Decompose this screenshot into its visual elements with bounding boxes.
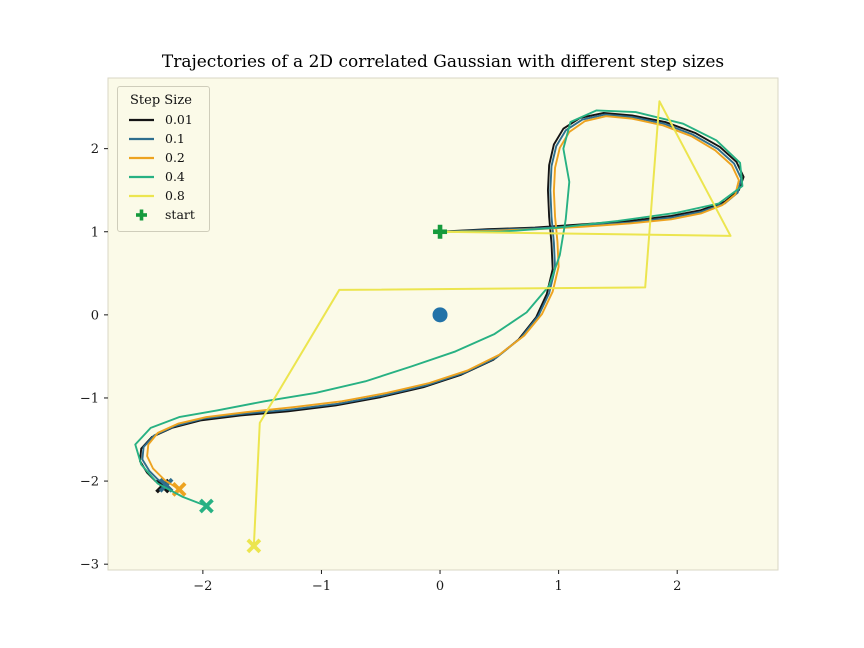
line-swatch-icon xyxy=(129,194,154,197)
legend-label: 0.01 xyxy=(165,112,193,127)
end-x-marker-0.8 xyxy=(246,538,262,554)
legend-label: 0.1 xyxy=(165,131,185,146)
line-swatch-icon xyxy=(129,156,154,159)
y-tick-label: 1 xyxy=(91,225,99,240)
trajectory-line-0.4 xyxy=(134,109,744,507)
y-tick-label: 2 xyxy=(91,142,99,157)
legend-entry-0.8: 0.8 xyxy=(128,186,195,205)
y-tick-label: −2 xyxy=(80,475,99,490)
plus-marker-icon xyxy=(136,209,147,220)
trajectory-line-0.2 xyxy=(146,115,740,491)
legend-entry-start: start xyxy=(128,205,195,224)
chart-title: Trajectories of a 2D correlated Gaussian… xyxy=(161,52,725,72)
legend-entry-0.01: 0.01 xyxy=(128,110,195,129)
plot-area xyxy=(107,77,779,571)
legend-label: 0.4 xyxy=(165,169,185,184)
legend-entries: 0.01 0.1 0.2 0.4 0.8 start xyxy=(128,110,195,224)
end-x-marker-0.4 xyxy=(199,498,214,514)
line-swatch-icon xyxy=(129,175,154,178)
legend-label: start xyxy=(165,207,195,222)
x-tick-label: 2 xyxy=(673,579,681,594)
x-tick-label: −2 xyxy=(193,579,212,594)
legend-entry-0.4: 0.4 xyxy=(128,167,195,186)
y-tick-label: 0 xyxy=(91,308,99,323)
y-tick-label: −1 xyxy=(80,391,99,406)
legend-entry-0.2: 0.2 xyxy=(128,148,195,167)
distribution-center-marker xyxy=(432,307,448,323)
x-tick-label: 0 xyxy=(436,579,444,594)
legend-entry-0.1: 0.1 xyxy=(128,129,195,148)
trajectory-line-0.8 xyxy=(252,100,732,547)
legend: Step Size 0.01 0.1 0.2 0.4 0.8 start xyxy=(117,86,210,232)
line-swatch-icon xyxy=(129,118,154,121)
end-x-marker-0.1 xyxy=(158,477,174,493)
x-tick-label: 1 xyxy=(554,579,562,594)
legend-label: 0.2 xyxy=(165,150,185,165)
y-tick-label: −3 xyxy=(80,558,99,573)
legend-label: 0.8 xyxy=(165,188,185,203)
legend-title: Step Size xyxy=(130,93,192,108)
x-tick-label: −1 xyxy=(312,579,331,594)
line-swatch-icon xyxy=(129,137,154,140)
